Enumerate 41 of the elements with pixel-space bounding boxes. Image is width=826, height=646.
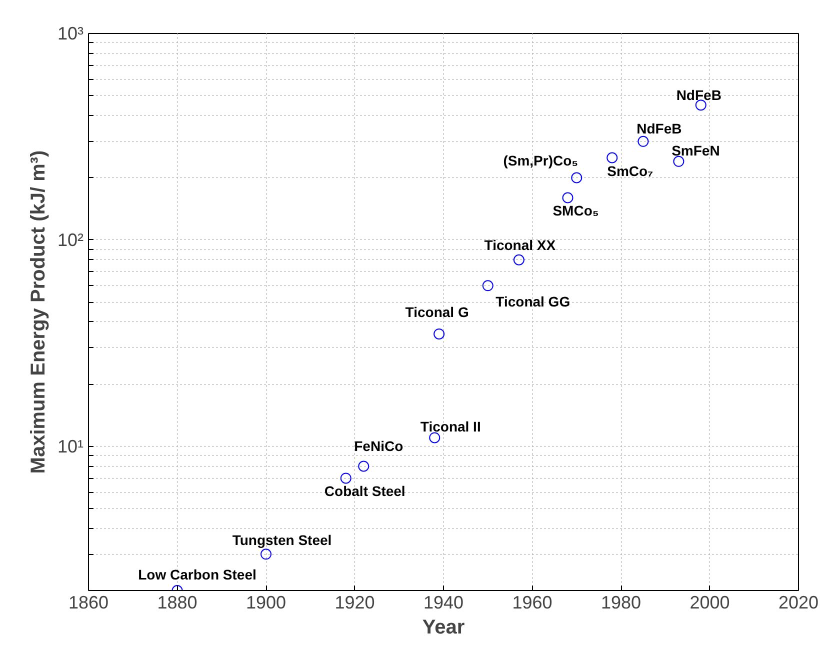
point [358,460,370,472]
x-axis-title: Year [422,616,465,638]
point [434,328,445,340]
x-tick-label: 1880 [157,592,198,612]
y-tick-label: 10¹ [57,436,84,456]
y-tick-label: 10³ [57,24,84,44]
annotation: Ticonal XX [484,236,556,253]
y-axis-title: Maximum Energy Product (kJ/ m³) [27,150,50,474]
point [340,472,352,484]
point [606,152,618,164]
annotation: Ticonal GG [496,294,570,310]
x-tick-label: 1960 [512,592,552,612]
annotation: Tungsten Steel [232,532,332,548]
x-tick-label: 2020 [778,592,819,612]
point [571,172,582,184]
annotation: Ticonal G [405,304,469,320]
annotation: SmCo₇ [607,162,654,179]
x-tick-label: 2000 [690,592,730,612]
point [482,280,494,292]
annotation: Cobalt Steel [324,483,406,500]
x-tick-label: 1920 [334,592,375,612]
annotation: FeNiCo [354,438,404,454]
x-tick-label: 1900 [246,592,286,612]
point [673,156,684,167]
annotation: SmFeN [672,142,720,158]
annotation: SMCo₅ [552,202,599,219]
point [638,136,649,147]
x-tick-label: 1940 [423,592,464,612]
annotation: Ticonal II [420,418,481,435]
point [562,192,574,204]
x-tick-label: 1860 [68,592,109,612]
annotation: NdFeB [636,120,682,136]
point [260,548,272,560]
annotation: Low Carbon Steel [138,566,256,582]
point [695,100,706,111]
x-tick-label: 1980 [600,592,642,612]
annotation: NdFeB [676,87,722,104]
point [429,432,440,444]
point [513,254,524,266]
annotation: (Sm,Pr)Co₅ [503,152,578,169]
y-tick-label: 10² [57,230,84,250]
